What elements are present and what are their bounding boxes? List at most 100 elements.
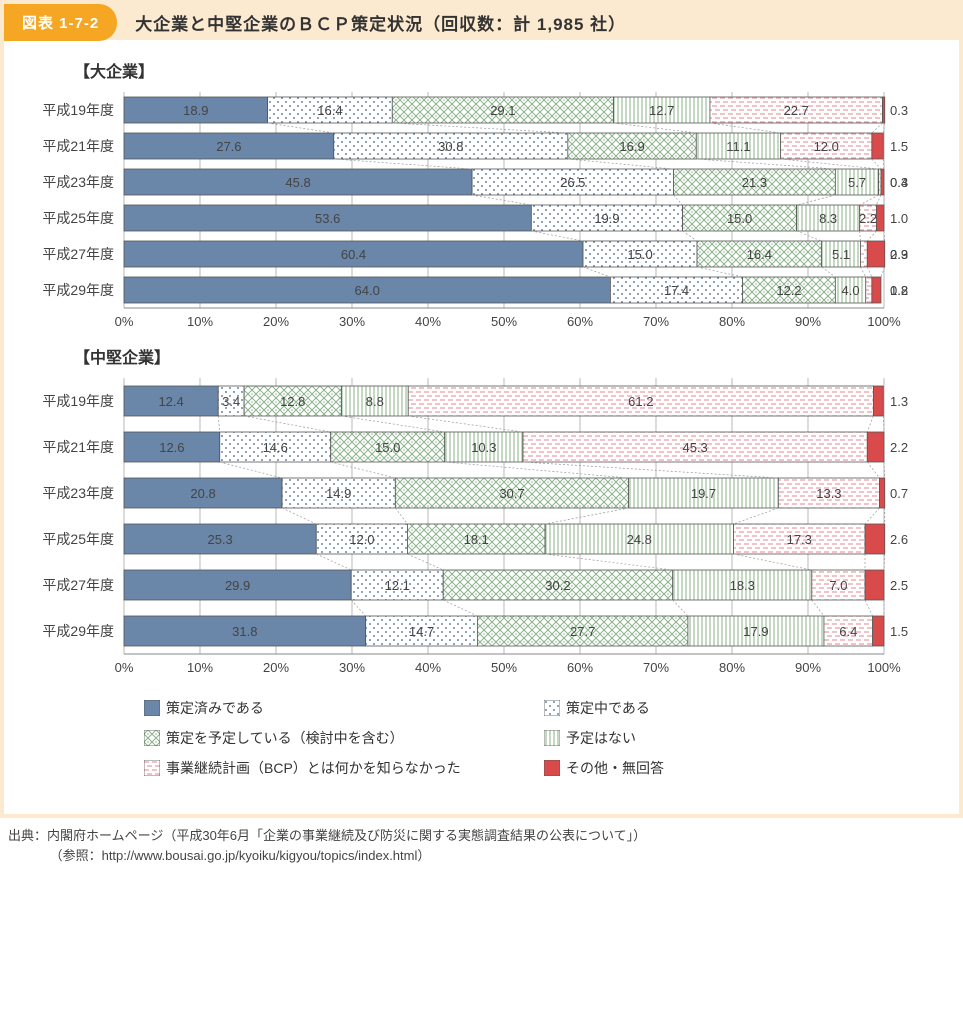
figure-badge: 図表 1-7-2	[4, 4, 117, 41]
bar-segment	[876, 205, 884, 231]
segment-value-label: 1.2	[890, 283, 908, 298]
segment-value-label: 3.4	[222, 394, 240, 409]
segment-value-label: 8.3	[819, 211, 837, 226]
category-label: 平成29年度	[42, 282, 114, 298]
bar-segment	[860, 241, 867, 267]
x-tick-label: 20%	[263, 660, 289, 675]
legend-label: 策定中である	[566, 698, 650, 718]
x-tick-label: 100%	[867, 660, 901, 675]
segment-value-label: 5.7	[848, 175, 866, 190]
chart-svg: 0%10%20%30%40%50%60%70%80%90%100%平成19年度1…	[24, 374, 934, 682]
x-tick-label: 80%	[719, 314, 745, 329]
x-tick-label: 40%	[415, 314, 441, 329]
source-citation: 出典：内閣府ホームページ（平成30年6月「企業の事業継続及び防災に関する実態調査…	[0, 818, 963, 869]
legend-item: 事業継続計画（BCP）とは何かを知らなかった	[144, 758, 464, 778]
category-label: 平成25年度	[42, 531, 114, 547]
x-tick-label: 90%	[795, 314, 821, 329]
segment-value-label: 19.7	[691, 486, 716, 501]
x-tick-label: 30%	[339, 660, 365, 675]
segment-value-label: 45.8	[285, 175, 310, 190]
segment-value-label: 12.0	[814, 139, 839, 154]
category-label: 平成23年度	[42, 174, 114, 190]
segment-value-label: 0.4	[890, 175, 908, 190]
segment-value-label: 30.8	[438, 139, 463, 154]
figure-title: 大企業と中堅企業のＢＣＰ策定状況（回収数：計 1,985 社）	[135, 10, 626, 35]
segment-value-label: 6.4	[839, 624, 857, 639]
segment-value-label: 12.1	[385, 578, 410, 593]
segment-value-label: 14.9	[326, 486, 351, 501]
chart-area: 【大企業】 0%10%20%30%40%50%60%70%80%90%100%平…	[4, 40, 959, 814]
category-label: 平成23年度	[42, 485, 114, 501]
bar-segment	[882, 97, 884, 123]
x-tick-label: 30%	[339, 314, 365, 329]
bar-segment	[873, 386, 883, 416]
legend-swatch	[544, 700, 560, 716]
segment-value-label: 15.0	[375, 440, 400, 455]
segment-value-label: 25.3	[207, 532, 232, 547]
section-title-2: 【中堅企業】	[74, 344, 939, 368]
x-tick-label: 50%	[491, 660, 517, 675]
segment-value-label: 30.7	[499, 486, 524, 501]
bar-segment	[873, 616, 884, 646]
x-tick-label: 70%	[643, 314, 669, 329]
category-label: 平成25年度	[42, 210, 114, 226]
legend-swatch	[544, 760, 560, 776]
segment-value-label: 18.9	[183, 103, 208, 118]
chart-midsize-enterprises: 0%10%20%30%40%50%60%70%80%90%100%平成19年度1…	[24, 374, 939, 682]
segment-value-label: 1.5	[890, 624, 908, 639]
segment-value-label: 12.8	[280, 394, 305, 409]
category-label: 平成19年度	[42, 102, 114, 118]
x-tick-label: 10%	[187, 314, 213, 329]
segment-value-label: 26.5	[560, 175, 585, 190]
bar-segment	[865, 570, 884, 600]
segment-value-label: 11.1	[726, 139, 750, 154]
category-label: 平成21年度	[42, 138, 114, 154]
segment-value-label: 12.6	[159, 440, 184, 455]
source-line-2: （参照：http://www.bousai.go.jp/kyoiku/kigyo…	[8, 846, 955, 866]
segment-value-label: 20.8	[190, 486, 215, 501]
source-line-1: 出典：内閣府ホームページ（平成30年6月「企業の事業継続及び防災に関する実態調査…	[8, 826, 955, 846]
segment-value-label: 13.3	[816, 486, 841, 501]
segment-value-label: 0.7	[890, 486, 908, 501]
segment-value-label: 2.3	[890, 247, 908, 262]
segment-value-label: 12.0	[349, 532, 374, 547]
bar-segment	[865, 524, 885, 554]
legend-swatch	[544, 730, 560, 746]
bar-segment	[872, 277, 881, 303]
segment-value-label: 12.7	[649, 103, 674, 118]
legend-row: 策定を予定している（検討中を含む）予定はない	[144, 728, 939, 748]
segment-value-label: 2.6	[890, 532, 908, 547]
bar-segment	[867, 241, 884, 267]
x-tick-label: 50%	[491, 314, 517, 329]
x-tick-label: 80%	[719, 660, 745, 675]
segment-value-label: 17.3	[787, 532, 812, 547]
segment-value-label: 30.2	[545, 578, 570, 593]
segment-value-label: 1.0	[890, 211, 908, 226]
segment-value-label: 18.1	[464, 532, 489, 547]
segment-value-label: 12.4	[158, 394, 183, 409]
bar-segment	[867, 432, 884, 462]
segment-value-label: 10.3	[471, 440, 496, 455]
section-title-1: 【大企業】	[74, 58, 939, 82]
segment-value-label: 16.4	[747, 247, 772, 262]
segment-value-label: 31.8	[232, 624, 257, 639]
segment-value-label: 2.2	[890, 440, 908, 455]
segment-value-label: 14.6	[263, 440, 288, 455]
bar-segment	[866, 277, 872, 303]
x-tick-label: 40%	[415, 660, 441, 675]
segment-value-label: 1.5	[890, 139, 908, 154]
bar-segment	[879, 478, 884, 508]
legend: 策定済みである策定中である策定を予定している（検討中を含む）予定はない事業継続計…	[24, 682, 939, 794]
legend-label: その他・無回答	[566, 758, 664, 778]
segment-value-label: 7.0	[829, 578, 847, 593]
segment-value-label: 17.4	[664, 283, 689, 298]
segment-value-label: 15.0	[727, 211, 752, 226]
figure-container: 図表 1-7-2 大企業と中堅企業のＢＣＰ策定状況（回収数：計 1,985 社）…	[0, 0, 963, 818]
legend-item: その他・無回答	[544, 758, 864, 778]
segment-value-label: 15.0	[627, 247, 652, 262]
figure-header: 図表 1-7-2 大企業と中堅企業のＢＣＰ策定状況（回収数：計 1,985 社）	[4, 4, 959, 40]
segment-value-label: 19.9	[594, 211, 619, 226]
category-label: 平成21年度	[42, 439, 114, 455]
legend-item: 予定はない	[544, 728, 864, 748]
segment-value-label: 27.6	[216, 139, 241, 154]
